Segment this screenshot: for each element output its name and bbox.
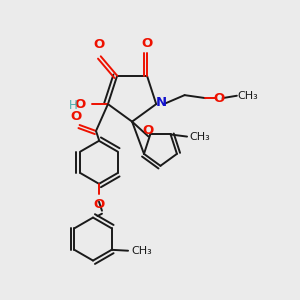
- Text: CH₃: CH₃: [238, 91, 259, 101]
- Text: O: O: [94, 38, 105, 51]
- Text: CH₃: CH₃: [189, 132, 210, 142]
- Text: N: N: [156, 96, 167, 109]
- Text: O: O: [93, 198, 105, 211]
- Text: O: O: [141, 37, 153, 50]
- Text: H: H: [69, 99, 77, 112]
- Text: O: O: [70, 110, 82, 123]
- Text: O: O: [142, 124, 154, 137]
- Text: O: O: [213, 92, 225, 105]
- Text: O: O: [74, 98, 86, 111]
- Text: CH₃: CH₃: [132, 246, 152, 256]
